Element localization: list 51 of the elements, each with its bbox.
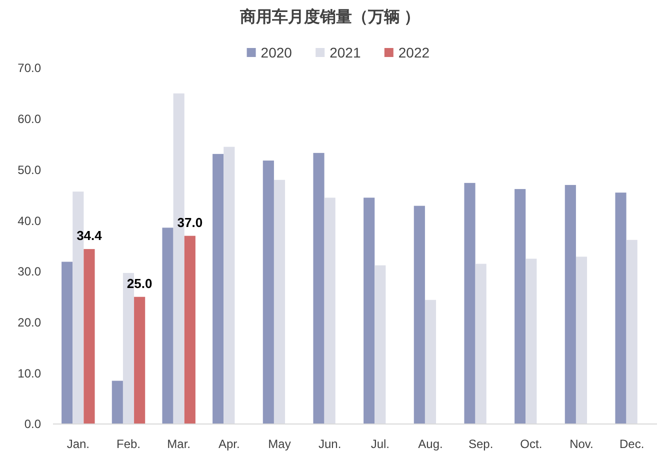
y-tick-label: 0.0 xyxy=(24,417,42,432)
bar xyxy=(313,152,324,424)
y-tick-label: 70.0 xyxy=(18,61,42,76)
bar xyxy=(84,249,95,424)
chart-title: 商用车月度销量（万辆 ） xyxy=(238,7,420,26)
bar xyxy=(134,296,146,424)
bar xyxy=(62,262,73,424)
x-tick-label: Apr. xyxy=(218,437,240,452)
bar xyxy=(424,300,436,424)
bar xyxy=(162,228,174,424)
x-tick-label: Sep. xyxy=(468,437,494,452)
bar xyxy=(274,180,286,424)
x-tick-label: Dec. xyxy=(619,437,644,452)
data-label: 34.4 xyxy=(76,228,103,244)
bar xyxy=(184,236,196,424)
bar xyxy=(324,198,336,424)
bar xyxy=(112,380,123,424)
bar xyxy=(224,146,235,424)
legend-label: 2022 xyxy=(398,44,430,60)
bar xyxy=(526,258,537,424)
bar xyxy=(564,184,576,424)
y-tick-label: 50.0 xyxy=(18,162,42,177)
bar xyxy=(514,189,526,424)
bar xyxy=(364,198,375,424)
bar xyxy=(212,154,224,424)
y-tick-label: 20.0 xyxy=(18,315,42,330)
x-tick-label: Oct. xyxy=(520,437,542,452)
legend-label: 2020 xyxy=(260,44,292,60)
data-label: 37.0 xyxy=(177,214,203,230)
bar xyxy=(414,206,425,424)
x-tick-label: Aug. xyxy=(418,437,443,452)
x-tick-label: Jun. xyxy=(318,437,342,452)
bar xyxy=(576,256,588,424)
x-tick-label: Mar. xyxy=(167,437,191,452)
bar xyxy=(626,240,638,424)
bar xyxy=(374,265,386,424)
x-tick-label: May xyxy=(268,437,291,452)
x-tick-label: Jan. xyxy=(66,437,90,452)
y-tick-label: 60.0 xyxy=(18,112,42,126)
x-tick-label: Nov. xyxy=(570,437,594,452)
bar xyxy=(464,182,476,424)
x-tick-label: Jul. xyxy=(370,437,390,452)
y-tick-label: 30.0 xyxy=(18,264,42,279)
x-tick-label: Feb. xyxy=(116,437,141,452)
y-tick-label: 10.0 xyxy=(18,366,42,380)
legend-label: 2021 xyxy=(330,44,361,60)
bar xyxy=(615,192,626,424)
bar xyxy=(262,160,274,424)
data-label: 25.0 xyxy=(126,276,152,291)
y-tick-label: 40.0 xyxy=(18,214,42,228)
bar xyxy=(475,264,486,424)
